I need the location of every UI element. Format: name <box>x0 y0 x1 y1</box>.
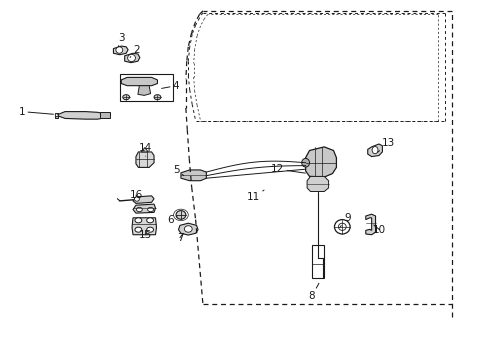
Ellipse shape <box>146 227 153 232</box>
Text: 8: 8 <box>308 283 318 301</box>
Polygon shape <box>124 53 140 63</box>
Bar <box>311 245 324 278</box>
Ellipse shape <box>184 226 192 232</box>
Text: 16: 16 <box>129 190 142 200</box>
Text: 11: 11 <box>246 190 264 202</box>
Ellipse shape <box>116 47 122 53</box>
Polygon shape <box>132 218 156 235</box>
Ellipse shape <box>154 95 161 100</box>
Text: 13: 13 <box>377 138 395 152</box>
Ellipse shape <box>146 218 153 223</box>
Text: 5: 5 <box>172 165 183 176</box>
Text: 15: 15 <box>139 230 152 240</box>
Polygon shape <box>141 148 148 152</box>
Ellipse shape <box>371 147 377 154</box>
Polygon shape <box>121 77 157 86</box>
Polygon shape <box>100 112 110 118</box>
Text: 2: 2 <box>130 45 140 57</box>
Ellipse shape <box>135 218 142 223</box>
Polygon shape <box>365 214 375 235</box>
Text: 10: 10 <box>372 225 385 235</box>
Ellipse shape <box>301 158 309 167</box>
Ellipse shape <box>147 207 153 212</box>
Polygon shape <box>367 144 382 157</box>
Text: 9: 9 <box>339 213 350 228</box>
Polygon shape <box>136 152 154 167</box>
Text: 12: 12 <box>270 164 305 174</box>
Text: 4: 4 <box>162 81 179 91</box>
Polygon shape <box>55 113 58 118</box>
Text: 7: 7 <box>176 233 183 243</box>
Polygon shape <box>181 170 206 181</box>
Ellipse shape <box>55 114 58 117</box>
Bar <box>120 74 172 101</box>
Polygon shape <box>133 204 155 213</box>
Polygon shape <box>306 176 328 192</box>
Polygon shape <box>138 86 150 95</box>
Ellipse shape <box>134 197 139 201</box>
Ellipse shape <box>122 95 129 100</box>
Ellipse shape <box>127 54 135 62</box>
Polygon shape <box>133 196 154 203</box>
Ellipse shape <box>136 207 142 212</box>
Polygon shape <box>305 147 336 177</box>
Ellipse shape <box>135 227 142 232</box>
Text: 14: 14 <box>139 143 152 156</box>
Polygon shape <box>178 223 198 235</box>
Polygon shape <box>113 46 128 55</box>
Text: 6: 6 <box>166 215 177 225</box>
Polygon shape <box>56 112 106 119</box>
Text: 3: 3 <box>118 33 124 47</box>
Ellipse shape <box>176 211 185 219</box>
Text: 1: 1 <box>19 107 53 117</box>
